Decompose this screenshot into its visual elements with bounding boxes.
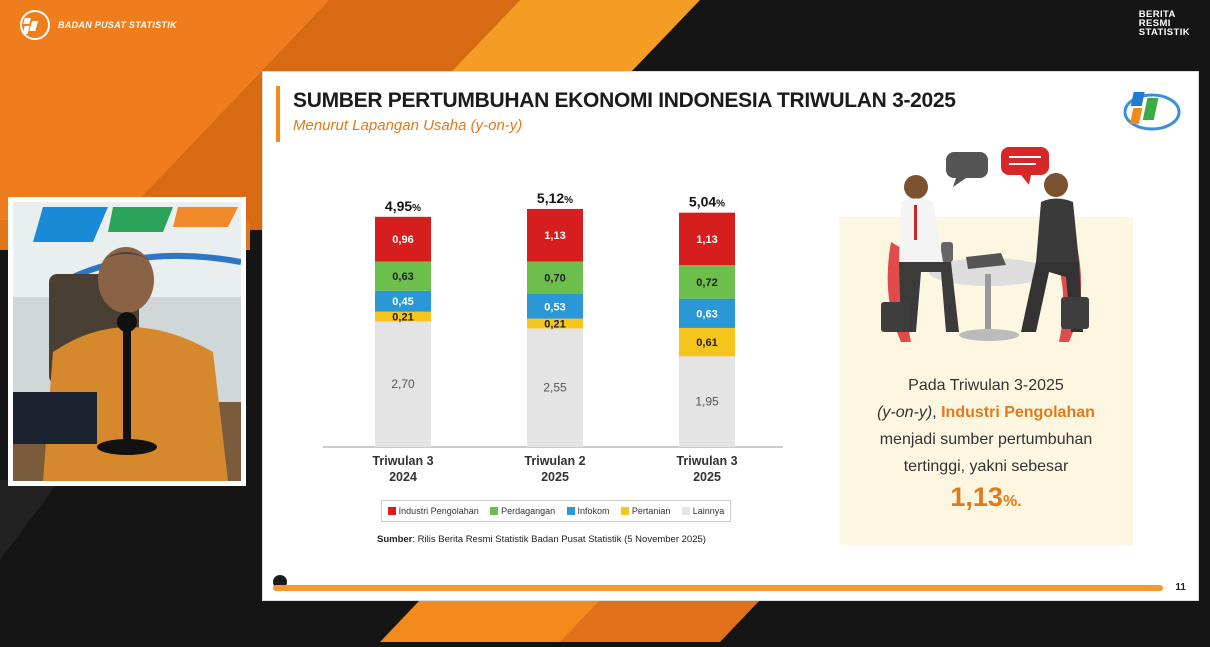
category-label: 2024 xyxy=(389,470,417,484)
info-line-2: (y-on-y), Industri Pengolahan xyxy=(839,399,1133,426)
data-label: 0,96 xyxy=(392,234,413,246)
legend-label: Lainnya xyxy=(692,506,725,516)
info-value-unit: %. xyxy=(1002,493,1022,510)
data-label: 0,63 xyxy=(696,308,717,320)
legend-swatch xyxy=(681,507,690,515)
total-label: 5,04% xyxy=(689,194,725,210)
data-label: 2,55 xyxy=(543,381,567,395)
data-label: 0,21 xyxy=(392,312,413,324)
bar-segment xyxy=(679,356,735,447)
info-text: Pada Triwulan 3-2025 (y-on-y), Industri … xyxy=(839,372,1133,480)
category-label: Triwulan 3 xyxy=(372,454,433,468)
source-label: Sumber xyxy=(377,534,413,545)
presenter-video-frame xyxy=(13,202,241,481)
data-label: 1,13 xyxy=(544,230,565,242)
data-label: 0,63 xyxy=(392,271,413,283)
legend-item: Pertanian xyxy=(620,506,671,516)
info-value: 1,13%. xyxy=(839,482,1133,513)
legend-label: Perdagangan xyxy=(501,506,556,516)
data-label: 0,72 xyxy=(696,277,717,289)
category-label: 2025 xyxy=(693,470,721,484)
presenter-video xyxy=(8,197,246,486)
bar-segment xyxy=(375,216,431,262)
data-label: 0,53 xyxy=(544,301,565,313)
legend-item: Lainnya xyxy=(681,506,725,516)
slide-subtitle: Menurut Lapangan Usaha (y-on-y) xyxy=(293,117,523,134)
slide-title: SUMBER PERTUMBUHAN EKONOMI INDONESIA TRI… xyxy=(293,89,956,112)
org-name: BADAN PUSAT STATISTIK xyxy=(58,20,177,30)
info-yoy: (y-on-y) xyxy=(877,404,933,421)
data-label: 2,70 xyxy=(391,377,415,391)
data-label: 0,61 xyxy=(696,337,717,349)
legend-item: Infokom xyxy=(566,506,610,516)
bar-segment xyxy=(679,265,735,299)
category-label: Triwulan 2 xyxy=(524,454,585,468)
bar-segment xyxy=(527,318,583,329)
bar-segment xyxy=(375,311,431,322)
bar-segment xyxy=(527,328,583,447)
info-value-number: 1,13 xyxy=(950,482,1003,512)
info-comma: , xyxy=(932,404,942,421)
source-text: : Rilis Berita Resmi Statistik Badan Pus… xyxy=(412,534,706,545)
legend-swatch xyxy=(620,507,629,515)
brs-logo-line-1: BERITA xyxy=(1138,9,1176,20)
data-label: 0,45 xyxy=(392,296,413,308)
chart-legend: Industri Pengolahan Perdagangan Infokom Per… xyxy=(381,500,731,522)
info-line-3: menjadi sumber pertumbuhan xyxy=(879,431,1093,448)
bps-slide-logo-icon xyxy=(1123,92,1181,131)
brs-logo: BERITA RESMI STATISTIK xyxy=(1138,9,1190,38)
info-line-4: tertinggi, yakni sebesar xyxy=(903,458,1069,475)
total-label: 5,12% xyxy=(537,190,573,206)
bottom-progress-bar xyxy=(273,585,1163,591)
data-label: 1,95 xyxy=(695,395,719,409)
data-label: 0,21 xyxy=(544,319,565,331)
legend-swatch xyxy=(490,507,499,515)
meeting-illustration xyxy=(881,147,1089,342)
bar-segment xyxy=(679,298,735,328)
total-label: 4,95% xyxy=(385,198,421,214)
bps-logo-icon xyxy=(20,10,50,40)
category-label: 2025 xyxy=(541,470,569,484)
bar-segment xyxy=(679,327,735,357)
bar-segment xyxy=(527,294,583,319)
bar-segment xyxy=(679,212,735,266)
legend-swatch xyxy=(566,507,575,515)
legend-label: Infokom xyxy=(577,506,610,516)
title-accent-bar xyxy=(276,86,280,142)
legend-label: Pertanian xyxy=(631,506,671,516)
legend-label: Industri Pengolahan xyxy=(398,506,479,516)
page-number: 11 xyxy=(1175,582,1186,593)
brs-logo-line-2: RESMI xyxy=(1138,18,1171,29)
legend-swatch xyxy=(387,507,396,515)
info-highlight: Industri Pengolahan xyxy=(941,404,1095,421)
legend-item: Perdagangan xyxy=(490,506,555,516)
category-label: Triwulan 3 xyxy=(676,454,737,468)
bar-segment xyxy=(527,208,583,262)
brs-logo-line-3: STATISTIK xyxy=(1138,27,1190,38)
bar-segment xyxy=(527,261,583,295)
source-note: Sumber: Rilis Berita Resmi Statistik Bad… xyxy=(377,534,706,545)
data-label: 1,13 xyxy=(696,234,717,246)
presentation-slide: SUMBER PERTUMBUHAN EKONOMI INDONESIA TRI… xyxy=(262,71,1199,601)
bar-segment xyxy=(375,261,431,291)
bps-header-logo: BADAN PUSAT STATISTIK xyxy=(18,10,177,40)
stacked-bar-chart: 2,70 0,21 0,45 0,63 0,96 4,95% Triwulan 3 2024 2… xyxy=(323,190,783,484)
info-line-1: Pada Triwulan 3-2025 xyxy=(908,377,1064,394)
bar-segment xyxy=(375,290,431,312)
bar-segment xyxy=(375,321,431,447)
legend-item: Industri Pengolahan xyxy=(387,506,479,516)
data-label: 0,70 xyxy=(544,273,565,285)
